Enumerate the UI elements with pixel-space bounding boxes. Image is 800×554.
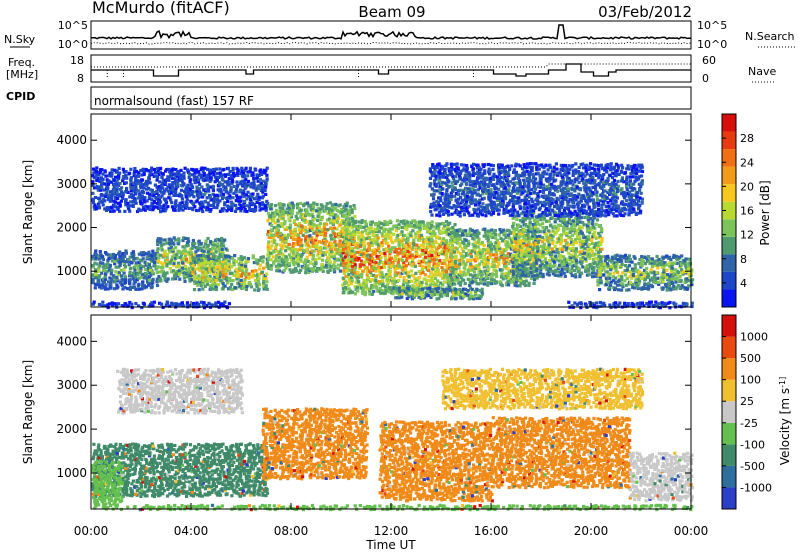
date-title: 03/Feb/2012 bbox=[598, 3, 692, 21]
nsky-label: N.Sky bbox=[4, 33, 36, 46]
freq-trace bbox=[91, 63, 691, 77]
freq-label: Freq. bbox=[8, 56, 35, 69]
time-xlabel: Time UT bbox=[365, 538, 416, 552]
nsky-tick-top: 10^5 bbox=[58, 19, 88, 32]
nsearch-label: N.Search bbox=[745, 30, 795, 43]
power-echoes bbox=[91, 162, 695, 310]
freq-tick-top: 18 bbox=[70, 54, 84, 67]
nsky-trace bbox=[91, 24, 691, 41]
station-title: McMurdo (fitACF) bbox=[92, 0, 230, 17]
nsearch-tick-top: 10^5 bbox=[697, 19, 727, 32]
velocity-echoes bbox=[91, 367, 694, 512]
freq-panel: Freq. [MHz] 18 8 60 0 Nave bbox=[6, 54, 776, 85]
nave-tick-top: 60 bbox=[702, 54, 716, 67]
nave-tick-bottom: 0 bbox=[702, 72, 709, 85]
power-cbar-label: Power [dB] bbox=[758, 180, 772, 245]
nsky-tick-bottom: 10^0 bbox=[58, 38, 88, 51]
cpid-label: CPID bbox=[6, 90, 35, 103]
nsearch-tick-bottom: 10^0 bbox=[697, 38, 727, 51]
cpid-panel: CPID normalsound (fast) 157 RF bbox=[6, 86, 692, 110]
nave-label: Nave bbox=[748, 65, 776, 78]
nsearch-trace bbox=[90, 41, 692, 45]
velocity-cbar-label: Velocity [m s-1] bbox=[778, 377, 793, 465]
power-ylabel: Slant Range [km] bbox=[21, 160, 35, 264]
cpid-text: normalsound (fast) 157 RF bbox=[94, 94, 254, 108]
freq-spikes bbox=[106, 70, 474, 79]
time-xticks: 00:00 04:00 08:00 12:00 16:00 20:00 00:00 bbox=[74, 114, 708, 538]
freq-unit: [MHz] bbox=[6, 68, 38, 81]
freq-tick-bottom: 8 bbox=[77, 72, 84, 85]
nsky-panel: N.Sky 10^5 10^0 10^5 10^0 N.Search bbox=[4, 19, 795, 51]
nave-trace bbox=[91, 63, 691, 68]
velocity-ylabel: Slant Range [km] bbox=[21, 360, 35, 464]
beam-title: Beam 09 bbox=[358, 3, 425, 21]
